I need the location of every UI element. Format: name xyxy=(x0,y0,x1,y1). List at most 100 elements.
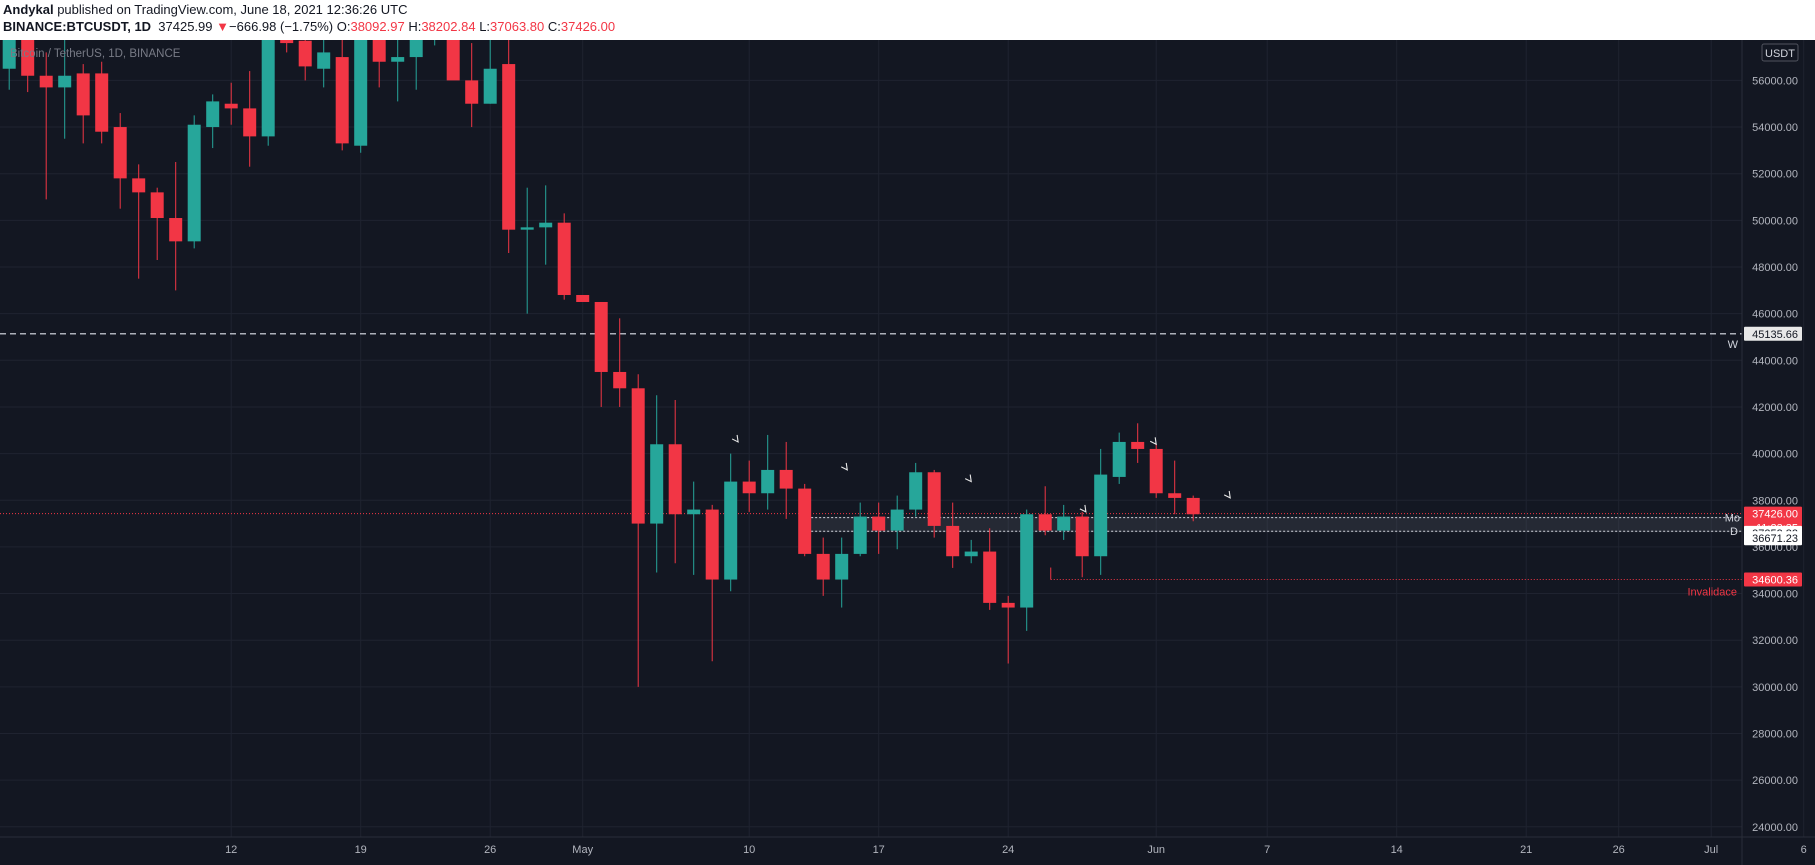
time-axis[interactable]: 12 19 26 May 10 17 24 Jun 7 14 21 26 Jul 6 xyxy=(225,844,1807,856)
candle-body xyxy=(520,227,534,230)
chart-header: Andykal published on TradingView.com, Ju… xyxy=(0,0,1815,40)
price-tick-label: 30000.00 xyxy=(1752,682,1798,694)
candle-body xyxy=(1149,448,1163,494)
currency-box[interactable] xyxy=(1761,43,1799,62)
author-name[interactable]: Andykal xyxy=(3,2,54,17)
candle-body xyxy=(39,75,53,88)
close-value: 37426.00 xyxy=(560,19,616,34)
time-tick-label: 19 xyxy=(355,844,367,856)
monthly-tag-label: Mo xyxy=(1725,513,1740,525)
drawn-arrows xyxy=(731,434,1231,513)
candle-body xyxy=(261,40,275,137)
price-tick-label: 44000.00 xyxy=(1752,355,1798,367)
candle-body xyxy=(594,301,608,372)
candle-body xyxy=(539,222,553,228)
candle-body xyxy=(1168,493,1182,498)
candle-body xyxy=(21,40,35,76)
high-value: 38202.84 xyxy=(421,19,476,34)
candle-body xyxy=(1038,514,1052,531)
price-tick-label: 42000.00 xyxy=(1752,402,1798,414)
candle-body xyxy=(335,57,349,144)
candle-body xyxy=(76,73,90,116)
price-tick-label: 52000.00 xyxy=(1752,169,1798,181)
candle-body xyxy=(1094,474,1108,557)
candle-body xyxy=(761,469,775,494)
candle-body xyxy=(779,469,793,489)
candle-body xyxy=(169,218,183,242)
candle-body xyxy=(150,192,164,219)
last-price-tag: 37426.00 xyxy=(1752,509,1798,521)
candle-body xyxy=(502,64,516,230)
time-tick-label: 26 xyxy=(1613,844,1625,856)
time-tick-label: 17 xyxy=(873,844,885,856)
candle-body xyxy=(224,103,238,109)
time-tick-label: Jul xyxy=(1704,844,1718,856)
candle-body xyxy=(724,481,738,580)
publish-info: published on TradingView.com, June 18, 2… xyxy=(53,2,408,17)
candle-body xyxy=(317,52,331,69)
candle-body xyxy=(631,388,645,524)
price-tick-label: 50000.00 xyxy=(1752,215,1798,227)
time-tick-label: 12 xyxy=(225,844,237,856)
symbol-label: BINANCE:BTCUSDT, 1D xyxy=(3,19,152,34)
candle-body xyxy=(1020,514,1034,608)
candle-body xyxy=(409,40,423,58)
candle-body xyxy=(798,488,812,554)
candle-body xyxy=(705,509,719,580)
candle-body xyxy=(280,40,294,44)
candle-body xyxy=(1057,516,1071,531)
price-tick-label: 24000.00 xyxy=(1752,822,1798,834)
price-tick-label: 46000.00 xyxy=(1752,309,1798,321)
candle-body xyxy=(391,57,405,62)
time-tick-label: 21 xyxy=(1520,844,1532,856)
currency-label: USDT xyxy=(1765,48,1795,60)
time-tick-label: 7 xyxy=(1264,844,1270,856)
candle-body xyxy=(927,472,941,526)
candlestick-chart[interactable]: 24000.00 26000.00 28000.00 30000.00 32000.00… xyxy=(0,40,1815,865)
time-tick-label: Jun xyxy=(1147,844,1165,856)
invalidation-tag: 34600.36 xyxy=(1752,575,1798,587)
candle-body xyxy=(668,444,682,515)
price-change: −666.98 (−1.75%) xyxy=(229,19,334,34)
candle-body xyxy=(613,371,627,389)
candle-body xyxy=(983,551,997,603)
price-tick-label: 48000.00 xyxy=(1752,262,1798,274)
price-tick-label: 32000.00 xyxy=(1752,635,1798,647)
candle-body xyxy=(742,481,756,494)
chart-title: Bitcoin / TetherUS, 1D, BINANCE xyxy=(10,48,181,60)
candle-body xyxy=(95,73,109,132)
candle-body xyxy=(354,40,368,146)
open-label: O: xyxy=(336,19,351,34)
support-zone xyxy=(799,516,1742,533)
price-tick-label: 56000.00 xyxy=(1752,75,1798,87)
publish-line: Andykal published on TradingView.com, Ju… xyxy=(3,2,407,17)
candle-body xyxy=(465,80,479,104)
candle-body xyxy=(298,40,312,67)
arc-arrow-4-head xyxy=(1079,504,1087,513)
candle-body xyxy=(113,127,127,179)
candle-body xyxy=(1075,516,1089,557)
time-tick-label: 26 xyxy=(484,844,496,856)
time-tick-label: May xyxy=(572,844,593,856)
price-tags: 45135.6637426.0011:23:3537253.8236671.23… xyxy=(1687,326,1802,599)
chart-background xyxy=(0,40,1815,865)
time-tick-label: 24 xyxy=(1002,844,1014,856)
low-label: L: xyxy=(479,19,491,34)
candle-body xyxy=(58,75,72,88)
high-label: H: xyxy=(408,19,422,34)
close-label: C: xyxy=(547,19,561,34)
grid xyxy=(0,40,1805,837)
candle-body xyxy=(243,108,257,137)
price-tick-label: 26000.00 xyxy=(1752,775,1798,787)
weekly-tag-label: W xyxy=(1728,339,1739,351)
candle-body xyxy=(187,124,201,242)
candle-body xyxy=(1186,497,1200,515)
daily-tag-label: D xyxy=(1730,526,1738,538)
candle-body xyxy=(816,553,830,580)
candle-body xyxy=(853,516,867,554)
weekly-level-tag: 45135.66 xyxy=(1752,329,1798,341)
candle-body xyxy=(1131,441,1145,449)
candles xyxy=(2,40,1200,687)
candle-body xyxy=(557,222,571,295)
low-value: 37063.80 xyxy=(490,19,545,34)
